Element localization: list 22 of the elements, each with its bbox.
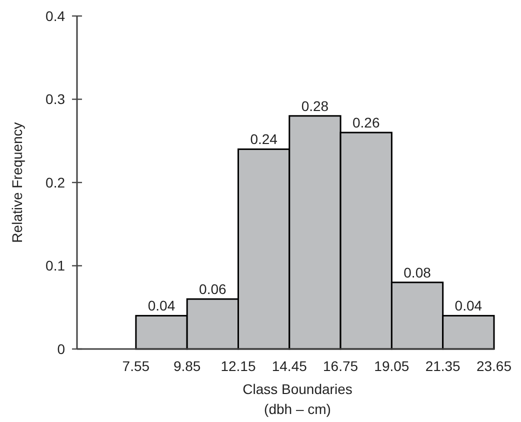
x-tick-label: 19.05 (374, 358, 410, 374)
x-axis-title: Class Boundaries (dbh – cm) (242, 381, 352, 417)
x-tick-label: 9.85 (173, 358, 201, 374)
y-tick-label: 0.2 (46, 174, 66, 190)
data-label: 0.28 (301, 98, 329, 114)
x-tick-label: 21.35 (425, 358, 461, 374)
data-label: 0.26 (352, 114, 380, 131)
x-tick-label: 23.65 (476, 358, 512, 374)
x-tick-label: 7.55 (122, 358, 150, 374)
y-tick-label: 0 (57, 340, 66, 357)
x-tick-label: 12.15 (220, 358, 256, 374)
x-tick-label: 14.45 (272, 358, 308, 374)
data-label: 0.08 (404, 264, 432, 280)
y-tick-label: 0.3 (46, 91, 66, 108)
data-label: 0.04 (454, 298, 482, 314)
y-tick-label: 0.1 (46, 258, 66, 274)
data-label: 0.06 (199, 281, 226, 298)
y-tick-label: 0.4 (46, 8, 66, 24)
x-tick-label: 16.75 (323, 358, 358, 374)
data-label: 0.24 (250, 131, 278, 148)
y-axis-title: Relative Frequency (9, 122, 25, 243)
data-label: 0.04 (148, 298, 176, 314)
